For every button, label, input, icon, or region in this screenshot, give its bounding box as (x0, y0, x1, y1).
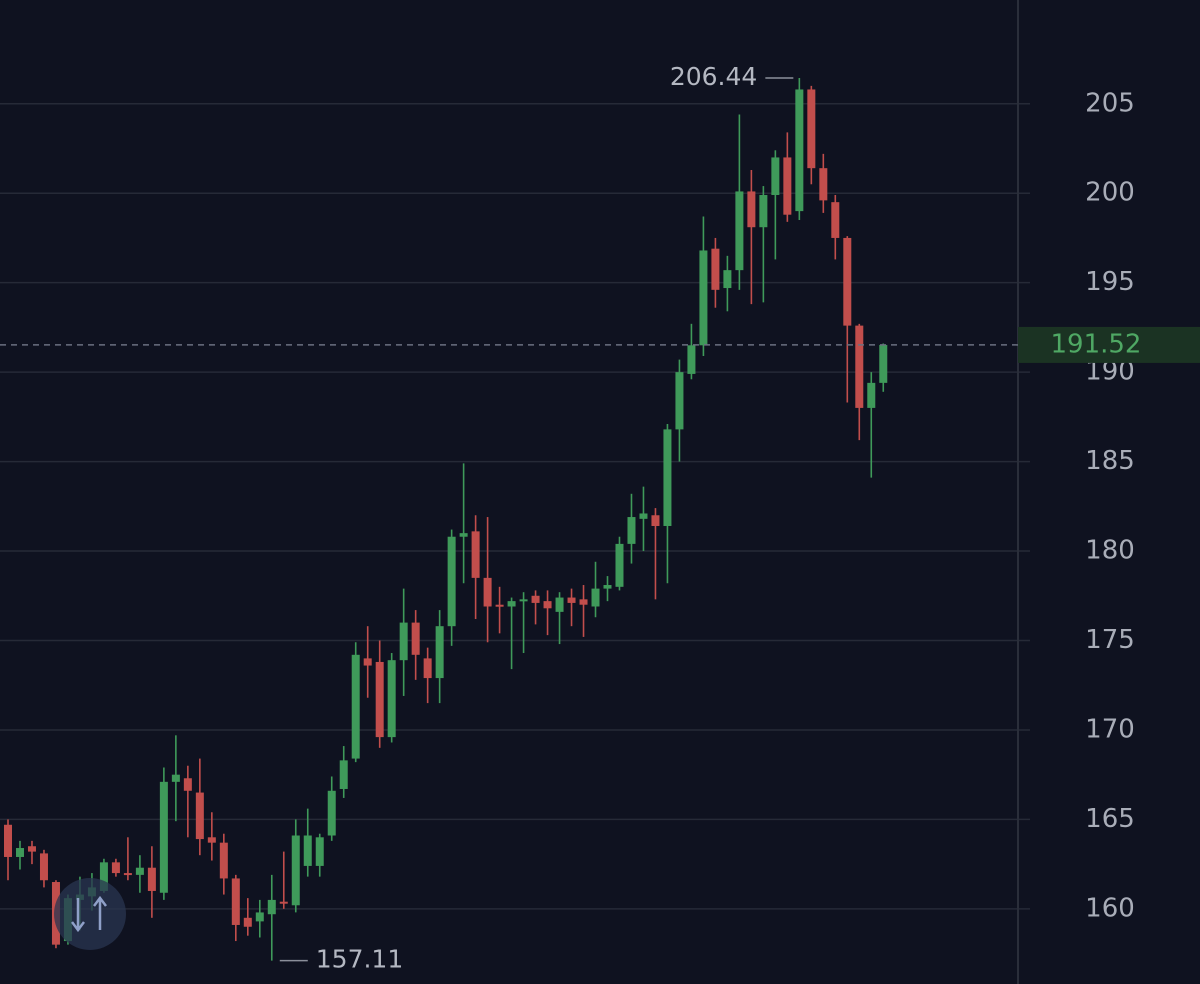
last-price-label: 191.52 (1051, 329, 1142, 359)
last-price-box (1018, 326, 1200, 363)
y-tick-label: 160 (1085, 893, 1135, 923)
candle-body (351, 654, 360, 759)
candle-body (567, 597, 576, 603)
y-tick-label: 185 (1085, 446, 1135, 476)
candle-body (507, 601, 516, 607)
candle-body (807, 89, 816, 169)
candle-body (663, 429, 672, 526)
candle-body (819, 168, 828, 201)
candle-body (519, 599, 528, 602)
candle-body (135, 867, 144, 875)
candle-body (255, 912, 264, 922)
candle-body (147, 867, 156, 891)
candle-body (603, 585, 612, 589)
y-tick-label: 170 (1085, 714, 1135, 744)
y-tick-label: 165 (1085, 804, 1135, 834)
candle-body (711, 248, 720, 290)
candle-body (615, 543, 624, 587)
candle-body (411, 622, 420, 655)
y-tick-label: 205 (1085, 88, 1135, 118)
candle-body (327, 790, 336, 836)
candle-body (579, 599, 588, 605)
candle-body (759, 195, 768, 228)
candle-body (687, 345, 696, 374)
candle-body (399, 622, 408, 661)
candle-body (375, 661, 384, 738)
candle-body (39, 853, 48, 881)
candle-body (651, 515, 660, 526)
candle-body (555, 597, 564, 612)
candle-body (291, 835, 300, 906)
candle-body (855, 325, 864, 408)
candle-body (783, 157, 792, 215)
candle-body (159, 781, 168, 893)
max-label: 206.44 (670, 62, 757, 91)
candle-body (111, 862, 120, 874)
candle-body (387, 660, 396, 738)
candle-body (639, 513, 648, 519)
candle-body (531, 595, 540, 603)
candle-body (243, 917, 252, 927)
candle-body (675, 372, 684, 430)
candle-body (447, 536, 456, 627)
candle-body (435, 626, 444, 679)
y-tick-label: 180 (1085, 536, 1135, 566)
candle-body (591, 588, 600, 607)
tool-button-bg[interactable] (54, 878, 126, 950)
candle-body (207, 837, 216, 843)
candle-body (123, 873, 132, 876)
candle-body (4, 824, 12, 857)
candle-body (279, 901, 288, 904)
candle-body (183, 778, 192, 791)
candle-body (27, 846, 36, 852)
candle-body (843, 237, 852, 326)
candle-body (495, 604, 504, 607)
candle-body (543, 601, 552, 609)
candle-body (831, 202, 840, 238)
candle-body (627, 517, 636, 544)
y-tick-label: 200 (1085, 178, 1135, 208)
candle-body (315, 837, 324, 866)
candle-body (339, 760, 348, 789)
candle-body (867, 382, 876, 408)
candle-body (363, 658, 372, 666)
candle-body (267, 899, 276, 915)
y-tick-label: 175 (1085, 625, 1135, 655)
candle-body (459, 533, 468, 537)
candle-body (15, 848, 24, 857)
min-label: 157.11 (316, 945, 403, 974)
candle-body (303, 835, 312, 866)
candle-body (747, 191, 756, 228)
tool-button[interactable] (54, 878, 126, 950)
candle-body (483, 577, 492, 607)
candle-body (699, 250, 708, 346)
candle-body (771, 157, 780, 196)
candle-body (219, 842, 228, 879)
candle-body (723, 270, 732, 289)
candle-body (423, 658, 432, 679)
candle-body (735, 191, 744, 271)
candles (4, 78, 888, 961)
candle-body (195, 792, 204, 840)
tool-icon (71, 895, 107, 933)
annotations: 206.44 157.11 191.52 (0, 62, 1200, 974)
candle-body (795, 89, 804, 212)
candle-body (471, 531, 480, 578)
candle-body (879, 344, 888, 383)
y-tick-label: 195 (1085, 267, 1135, 297)
candle-body (99, 862, 108, 891)
candle-body (171, 774, 180, 782)
candle-body (231, 878, 240, 925)
